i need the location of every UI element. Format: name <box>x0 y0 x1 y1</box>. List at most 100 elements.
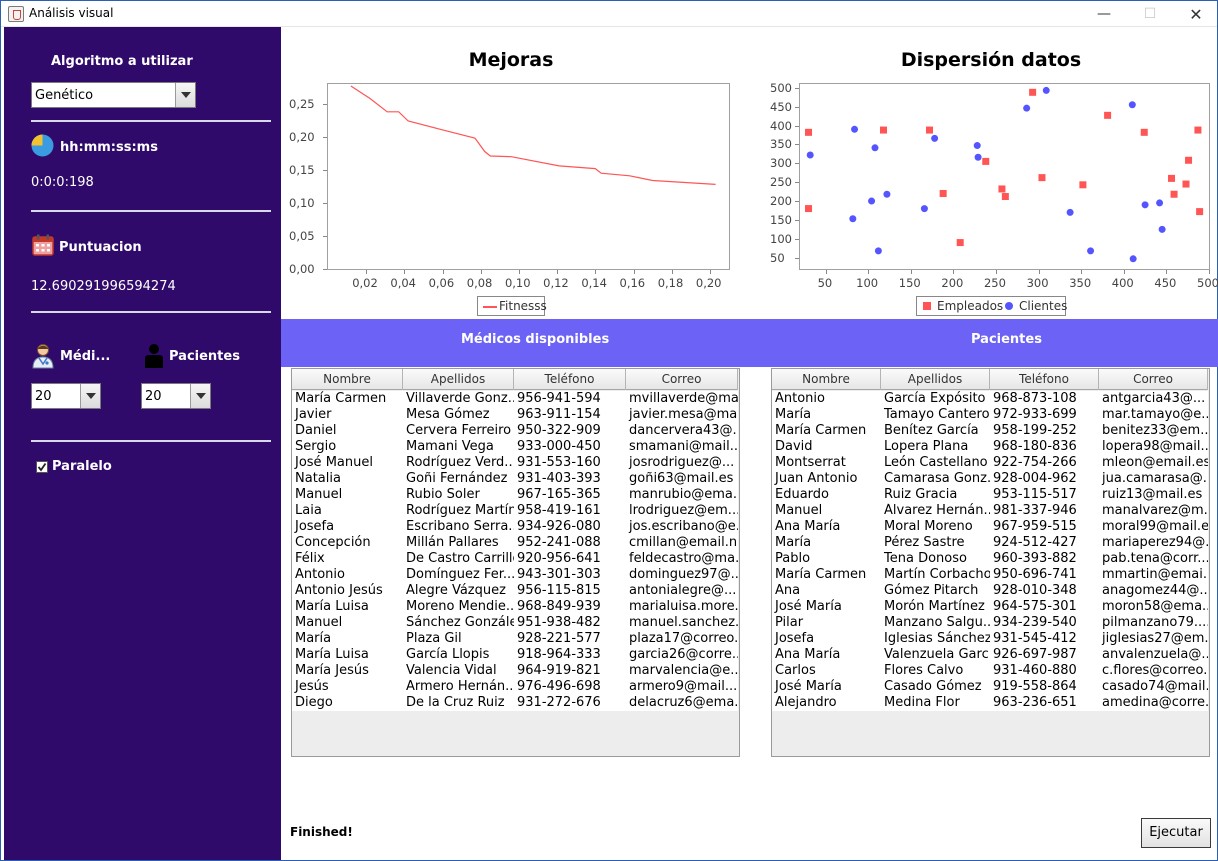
table-cell: 928-010-348 <box>993 583 1077 598</box>
table-row[interactable]: Juan Antonio Camarasa Gonz... 928-004-962 j… <box>772 471 1208 487</box>
table-row[interactable]: María Tamayo Cantero 972-933-699 mar.tamayo… <box>772 407 1208 423</box>
table-cell: 968-873-108 <box>993 391 1077 406</box>
empleados-point <box>939 189 947 197</box>
table-cell: Antonio <box>775 391 825 406</box>
table-row[interactable]: Pablo Tena Donoso 960-393-882 pab.tena@corr… <box>772 551 1208 567</box>
table-row[interactable]: Antonio Jesús Alegre Vázquez 956-115-815 an… <box>292 583 738 599</box>
table-row[interactable]: Josefa Iglesias Sánchez 931-545-412 jiglesi… <box>772 631 1208 647</box>
table-row[interactable]: Montserrat León Castellano 922-754-266 mleo… <box>772 455 1208 471</box>
table-row[interactable]: María Carmen Villaverde Gonz... 956-941-59… <box>292 391 738 407</box>
table-row[interactable]: Jesús Armero Hernán... 976-496-698 armero9@… <box>292 679 738 695</box>
paralelo-checkbox[interactable] <box>36 461 48 473</box>
table-row[interactable]: Ana María Valenzuela Garc... 926-697-987 an… <box>772 647 1208 663</box>
table-cell: 953-115-517 <box>993 487 1077 502</box>
execute-button[interactable]: Ejecutar <box>1141 818 1211 848</box>
table-row[interactable]: María Plaza Gil 928-221-577 plaza17@correo.… <box>292 631 738 647</box>
clientes-point <box>868 197 876 205</box>
table-row[interactable]: Ana María Moral Moreno 967-959-515 moral99@… <box>772 519 1208 535</box>
table-row[interactable]: José María Casado Gómez 919-558-864 casado7… <box>772 679 1208 695</box>
table-cell: antonialegre@... <box>629 583 737 598</box>
table-cell: mmartin@emai... <box>1102 567 1208 582</box>
x-tick-label: 0,08 <box>466 276 493 290</box>
chevron-down-icon[interactable] <box>190 384 210 408</box>
table-cell: garcia26@corre... <box>629 647 738 662</box>
clientes-point <box>1158 225 1166 233</box>
table-row[interactable]: Manuel Rubio Soler 967-165-365 manrubio@ema… <box>292 487 738 503</box>
column-header[interactable]: Apellidos <box>881 369 990 390</box>
legend-label-empleados: Empleados <box>937 299 1004 313</box>
x-tick-label: 0,04 <box>390 276 416 290</box>
chevron-down-icon[interactable] <box>175 83 195 107</box>
table-row[interactable]: Ana Gómez Pitarch 928-010-348 anagomez44@..… <box>772 583 1208 599</box>
table-row[interactable]: Eduardo Ruiz Gracia 953-115-517 ruiz13@mail… <box>772 487 1208 503</box>
pacientes-count-select[interactable]: 20 <box>141 383 211 409</box>
table-row[interactable]: María Jesús Valencia Vidal 964-919-821 marv… <box>292 663 738 679</box>
table-row[interactable]: Alejandro Medina Flor 963-236-651 amedina@c… <box>772 695 1208 711</box>
algorithm-label: Algoritmo a utilizar <box>51 54 193 69</box>
table-cell: Ana María <box>775 647 841 662</box>
minimize-button[interactable]: — <box>1097 6 1111 22</box>
table-row[interactable]: Laia Rodríguez Martín 958-419-161 lrodrigue… <box>292 503 738 519</box>
table-row[interactable]: José María Morón Martínez 964-575-301 moron… <box>772 599 1208 615</box>
table-row[interactable]: María Pérez Sastre 924-512-427 mariaperez94… <box>772 535 1208 551</box>
maximize-button[interactable]: ☐ <box>1143 6 1157 22</box>
x-tick-label: 0,12 <box>543 276 569 290</box>
table-row[interactable]: María Carmen Benítez García 958-199-252 ben… <box>772 423 1208 439</box>
table-cell: 964-575-301 <box>993 599 1077 614</box>
table-cell: Josefa <box>295 519 335 534</box>
table-row[interactable]: José Manuel Rodríguez Verd... 931-553-160 j… <box>292 455 738 471</box>
medicos-count-select[interactable]: 20 <box>31 383 101 409</box>
table-row[interactable]: Josefa Escribano Serra... 934-926-080 jos.e… <box>292 519 738 535</box>
close-button[interactable]: ✕ <box>1189 4 1203 24</box>
table-cell: josrodriguez@... <box>629 455 735 470</box>
table-row[interactable]: David Lopera Plana 968-180-836 lopera98@mai… <box>772 439 1208 455</box>
x-tick-label: 50 <box>817 276 833 290</box>
table-cell: 931-545-412 <box>993 631 1077 646</box>
chevron-down-icon[interactable] <box>80 384 100 408</box>
table-row[interactable]: Natalia Goñi Fernández 931-403-393 goñi63@m… <box>292 471 738 487</box>
column-header[interactable]: Teléfono <box>990 369 1099 390</box>
table-cell: 958-419-161 <box>517 503 601 518</box>
table-row[interactable]: María Luisa Moreno Mendie... 968-849-939 ma… <box>292 599 738 615</box>
table-cell: 951-938-482 <box>517 615 601 630</box>
table-cell: 918-964-333 <box>517 647 601 662</box>
column-header[interactable]: Apellidos <box>403 369 514 390</box>
empleados-point <box>1001 193 1009 201</box>
table-cell: 943-301-303 <box>517 567 601 582</box>
table-row[interactable]: María Carmen Martín Corbacho 950-696-741 mm… <box>772 567 1208 583</box>
table-row[interactable]: Concepción Millán Pallares 952-241-088 cmil… <box>292 535 738 551</box>
pacientes-table[interactable]: Nombre Apellidos Teléfono Correo Antonio Garc… <box>771 368 1210 757</box>
table-row[interactable]: Manuel Sánchez González 951-938-482 manuel.… <box>292 615 738 631</box>
x-tick-label: 200 <box>941 276 964 290</box>
sidebar-divider <box>31 311 271 313</box>
column-header[interactable]: Nombre <box>772 369 881 390</box>
table-row[interactable]: María Luisa García Llopis 918-964-333 garci… <box>292 647 738 663</box>
table-row[interactable]: Félix De Castro Carrillo 920-956-641 feldec… <box>292 551 738 567</box>
column-header[interactable]: Correo <box>1099 369 1208 390</box>
table-row[interactable]: Pilar Manzano Salgu... 934-239-540 pilmanza… <box>772 615 1208 631</box>
column-header[interactable]: Nombre <box>292 369 403 390</box>
algorithm-select[interactable]: Genético <box>31 82 196 108</box>
table-row[interactable]: Javier Mesa Gómez 963-911-154 javier.mesa@m… <box>292 407 738 423</box>
clientes-point <box>849 215 857 223</box>
table-row[interactable]: Daniel Cervera Ferreiro 950-322-909 dancerv… <box>292 423 738 439</box>
medicos-table[interactable]: Nombre Apellidos Teléfono Correo María Carme… <box>291 368 740 757</box>
table-row[interactable]: Sergio Mamani Vega 933-000-450 smamani@mail… <box>292 439 738 455</box>
table-row[interactable]: Diego De la Cruz Ruiz 931-272-676 delacruz6… <box>292 695 738 711</box>
clientes-point <box>1141 201 1149 209</box>
table-row[interactable]: Antonio García Expósito 968-873-108 antgarc… <box>772 391 1208 407</box>
column-header[interactable]: Teléfono <box>514 369 626 390</box>
table-row[interactable]: Manuel Álvarez Hernán... 981-337-946 manalv… <box>772 503 1208 519</box>
table-row[interactable]: Antonio Domínguez Fer... 943-301-303 doming… <box>292 567 738 583</box>
table-cell: María Carmen <box>295 391 387 406</box>
empleados-point <box>1168 174 1176 182</box>
empleados-point <box>1182 180 1190 188</box>
table-cell: 931-403-393 <box>517 471 601 486</box>
x-tick-label: 350 <box>1069 276 1092 290</box>
column-header[interactable]: Correo <box>626 369 738 390</box>
table-row[interactable]: Carlos Flores Calvo 931-460-880 c.flores@co… <box>772 663 1208 679</box>
table-cell: 933-000-450 <box>517 439 601 454</box>
table-cell: María <box>295 631 332 646</box>
sidebar: Algoritmo a utilizar Genético hh:mm:ss:m… <box>4 27 281 860</box>
